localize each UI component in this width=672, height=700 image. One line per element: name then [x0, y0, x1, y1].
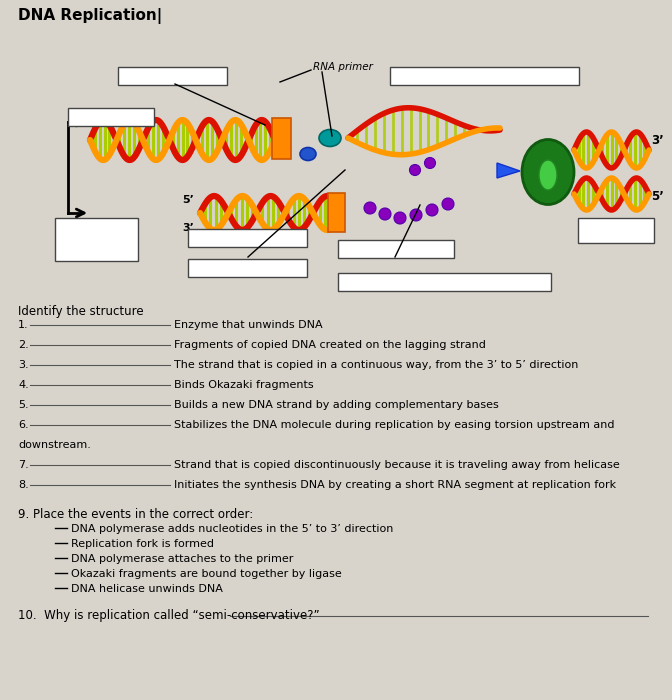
FancyBboxPatch shape: [271, 118, 290, 158]
Text: Builds a new DNA strand by adding complementary bases: Builds a new DNA strand by adding comple…: [174, 400, 499, 410]
Ellipse shape: [364, 202, 376, 214]
Text: 10.  Why is replication called “semi-conservative?”: 10. Why is replication called “semi-cons…: [18, 609, 320, 622]
Text: 1.: 1.: [18, 320, 29, 330]
Ellipse shape: [522, 139, 574, 204]
FancyBboxPatch shape: [187, 228, 306, 246]
Text: DNA helicase unwinds DNA: DNA helicase unwinds DNA: [71, 584, 223, 594]
Text: 8.: 8.: [18, 480, 29, 490]
Text: The strand that is copied in a continuous way, from the 3’ to 5’ direction: The strand that is copied in a continuou…: [174, 360, 579, 370]
Text: Replication fork is formed: Replication fork is formed: [71, 539, 214, 549]
Text: Fragments of copied DNA created on the lagging strand: Fragments of copied DNA created on the l…: [174, 340, 486, 350]
FancyBboxPatch shape: [337, 272, 550, 290]
Text: Stabilizes the DNA molecule during replication by easing torsion upstream and: Stabilizes the DNA molecule during repli…: [174, 420, 614, 430]
Text: 9. Place the events in the correct order:: 9. Place the events in the correct order…: [18, 508, 253, 521]
Text: downstream.: downstream.: [18, 440, 91, 450]
Text: 5’: 5’: [651, 190, 664, 202]
Text: DNA Replication|: DNA Replication|: [18, 8, 163, 24]
Text: 3.: 3.: [18, 360, 29, 370]
Text: RNA primer: RNA primer: [313, 62, 373, 72]
Text: 3’: 3’: [182, 223, 194, 233]
Ellipse shape: [394, 212, 406, 224]
FancyBboxPatch shape: [337, 239, 454, 258]
Ellipse shape: [300, 148, 316, 160]
Text: 4.: 4.: [18, 380, 29, 390]
FancyBboxPatch shape: [390, 66, 579, 85]
Text: Binds Okazaki fragments: Binds Okazaki fragments: [174, 380, 314, 390]
Text: Enzyme that unwinds DNA: Enzyme that unwinds DNA: [174, 320, 323, 330]
Text: 5.: 5.: [18, 400, 29, 410]
Text: Identify the structure: Identify the structure: [18, 305, 144, 318]
Ellipse shape: [442, 198, 454, 210]
FancyBboxPatch shape: [118, 66, 226, 85]
Ellipse shape: [425, 158, 435, 169]
Text: DNA polymerase attaches to the primer: DNA polymerase attaches to the primer: [71, 554, 294, 564]
Polygon shape: [497, 163, 520, 178]
Text: DNA polymerase adds nucleotides in the 5’ to 3’ direction: DNA polymerase adds nucleotides in the 5…: [71, 524, 393, 534]
FancyBboxPatch shape: [327, 193, 345, 232]
FancyBboxPatch shape: [577, 218, 653, 242]
Text: 6.: 6.: [18, 420, 29, 430]
FancyBboxPatch shape: [54, 218, 138, 260]
Text: Okazaki fragments are bound together by ligase: Okazaki fragments are bound together by …: [71, 569, 342, 579]
Text: 7.: 7.: [18, 460, 29, 470]
Text: Initiates the synthesis DNA by creating a short RNA segment at replication fork: Initiates the synthesis DNA by creating …: [174, 480, 616, 490]
Ellipse shape: [539, 160, 557, 190]
Text: 2.: 2.: [18, 340, 29, 350]
Ellipse shape: [410, 209, 422, 221]
Ellipse shape: [426, 204, 438, 216]
Ellipse shape: [319, 130, 341, 146]
Ellipse shape: [409, 164, 421, 176]
FancyBboxPatch shape: [67, 108, 153, 125]
FancyBboxPatch shape: [187, 258, 306, 276]
Ellipse shape: [379, 208, 391, 220]
Text: Strand that is copied discontinuously because it is traveling away from helicase: Strand that is copied discontinuously be…: [174, 460, 620, 470]
Text: 5’: 5’: [182, 195, 194, 205]
Text: 3’: 3’: [651, 134, 664, 146]
